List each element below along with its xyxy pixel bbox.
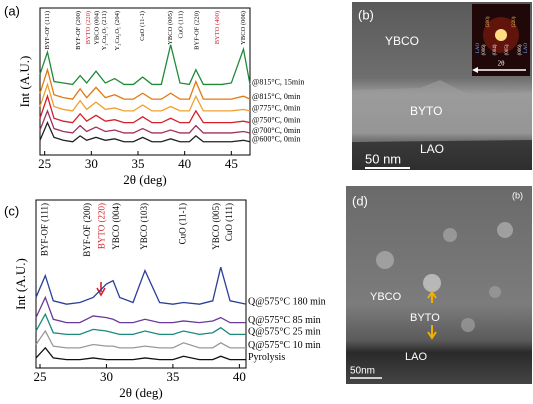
inset-tag: LAO xyxy=(476,42,481,53)
series-line xyxy=(35,312,246,336)
panel-label: (d) xyxy=(352,193,368,208)
peak-annotation: BYF-OF (111) xyxy=(39,203,49,256)
inset-axis: 2θ xyxy=(498,60,506,68)
x-axis-label: 2θ (deg) xyxy=(119,385,162,400)
peak-annotation: BYTO (400) xyxy=(214,11,221,44)
peak-annotation: CuO (11-1) xyxy=(178,203,188,244)
inset-peak: (005) xyxy=(505,44,510,55)
series-label: Q@575°C 25 min xyxy=(248,327,321,338)
layer-label: BYTO xyxy=(410,312,440,324)
scale-bar-label: 50 nm xyxy=(365,151,401,166)
peak-annotation: BYTO (220) xyxy=(97,203,107,249)
grain xyxy=(423,274,441,292)
peak-annotation: BYF-OF (200) xyxy=(75,11,82,50)
series-label: @700°C, 0min xyxy=(252,126,300,135)
layer-label: LAO xyxy=(405,351,427,363)
panel-label: (b) xyxy=(358,7,374,22)
peak-annotation: BYF-OF (220) xyxy=(193,11,200,50)
series-line xyxy=(39,82,251,112)
layer-label: YBCO xyxy=(385,34,419,48)
series-label: @750°C, 0min xyxy=(252,115,300,124)
peak-annotation: CuO (111) xyxy=(177,11,184,39)
series-label: Q@575°C 180 min xyxy=(248,296,326,307)
x-tick-label: 45 xyxy=(225,156,238,171)
panel-label: (a) xyxy=(4,3,20,18)
inset-peak: (004) xyxy=(493,44,498,55)
arrow xyxy=(427,325,437,340)
series-label: Q@575°C 10 min xyxy=(248,340,321,351)
arrow xyxy=(427,290,437,303)
layer-label: BYTO xyxy=(410,104,442,118)
x-tick-label: 35 xyxy=(132,156,145,171)
layer-label: YBCO xyxy=(370,291,402,303)
byto-layer xyxy=(352,80,532,142)
series-line xyxy=(35,295,246,324)
series-line xyxy=(35,267,247,305)
x-tick-label: 35 xyxy=(166,369,179,384)
series-line xyxy=(39,44,251,86)
grain xyxy=(443,228,457,242)
y-axis-label: Int (A.U.) xyxy=(17,56,32,108)
series-line xyxy=(39,67,251,100)
inset-peak: (006) xyxy=(518,44,523,55)
peak-annotation: CuO (11-1) xyxy=(139,11,146,41)
inset-center xyxy=(495,29,507,41)
x-tick-label: 40 xyxy=(233,369,246,384)
x-tick-label: 30 xyxy=(100,369,113,384)
x-axis-label: 2θ (deg) xyxy=(123,172,166,187)
plot-frame xyxy=(35,199,247,369)
peak-annotation: CuO (111) xyxy=(224,203,234,241)
series-line xyxy=(35,329,246,349)
peak-annotation: YBCO (005) xyxy=(211,203,221,250)
inset-peak: (200) xyxy=(486,16,491,27)
peak-annotation: BYTO (220) xyxy=(85,11,92,44)
peak-annotation: BYF-OF (200) xyxy=(82,203,92,257)
peak-annotation: YBCO (005) xyxy=(167,11,174,45)
series-label: @815°C, 15min xyxy=(252,77,304,86)
peak-annotation: YBCO (004) xyxy=(111,203,121,250)
series-label: Pyrolysis xyxy=(248,352,285,363)
y-axis-label: Int (A.U.) xyxy=(13,258,28,310)
tem-image-d: (d) (b) YBCO BYTO LAO 50nm xyxy=(346,186,532,384)
scale-bar-label: 50nm xyxy=(350,366,375,377)
inset-peak: (220) xyxy=(512,16,517,27)
peak-annotation: YBCO (103) xyxy=(139,203,149,250)
peak-annotation: BYF-OF (111) xyxy=(44,11,51,49)
series-line xyxy=(39,94,251,124)
panel-label: (c) xyxy=(4,203,19,218)
inset-tag: LAO xyxy=(524,42,529,53)
layer-label: LAO xyxy=(420,142,444,156)
series-label: @775°C, 0min xyxy=(252,104,300,113)
series-line xyxy=(39,121,251,143)
series-line xyxy=(35,346,246,361)
grain xyxy=(461,318,475,332)
x-tick-label: 30 xyxy=(85,156,98,171)
series-label: Q@575°C 85 min xyxy=(248,315,321,326)
x-tick-label: 40 xyxy=(178,156,191,171)
peak-annotation: YBCO (004) xyxy=(93,11,100,45)
peak-annotation: Y₂Cu₂O₅ (211) xyxy=(101,11,108,50)
series-label: @600°C, 0min xyxy=(252,135,300,144)
tem-image-b: (b) YBCO BYTO LAO 50 nm 2θ (200) (220) (… xyxy=(352,2,532,170)
series-label: @815°C, 0min xyxy=(252,92,300,101)
peak-annotation: YBCO (006) xyxy=(240,11,247,45)
inset-peak: (006) xyxy=(482,44,487,55)
peak-annotation: Y₂Cu₂O₅ (204) xyxy=(114,11,121,50)
grain xyxy=(497,222,513,238)
x-tick-label: 25 xyxy=(33,369,46,384)
series-line xyxy=(39,109,251,134)
inset-arrowhead xyxy=(472,67,478,73)
x-tick-label: 25 xyxy=(38,156,51,171)
grain xyxy=(489,286,501,298)
corner-label: (b) xyxy=(512,190,523,200)
grain xyxy=(376,251,394,269)
